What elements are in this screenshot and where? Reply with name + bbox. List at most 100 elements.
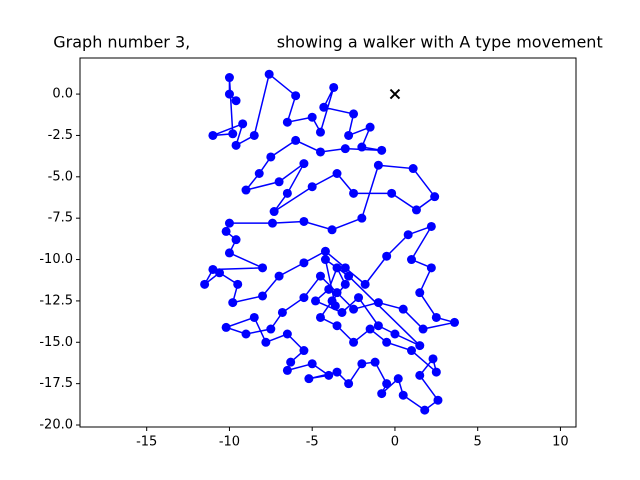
- walk-point: [282, 329, 292, 339]
- start-marker: [389, 88, 401, 100]
- walk-point: [373, 321, 383, 331]
- y-tick-label: -12.5: [39, 293, 73, 308]
- walk-point: [299, 293, 309, 303]
- walk-point: [415, 288, 425, 298]
- walk-point: [340, 279, 350, 289]
- walk-point: [426, 221, 436, 231]
- walk-point: [344, 271, 354, 281]
- walk-point: [344, 379, 354, 389]
- y-tick-label: -15.0: [39, 335, 73, 350]
- walk-point: [420, 405, 430, 415]
- walk-point: [315, 147, 325, 157]
- walk-point: [349, 188, 359, 198]
- x-tick-label: 5: [474, 435, 482, 450]
- walk-point: [264, 69, 274, 79]
- walk-point: [387, 188, 397, 198]
- walk-point: [238, 119, 248, 129]
- walk-point: [282, 365, 292, 375]
- walk-point: [241, 185, 251, 195]
- walk-point: [233, 279, 243, 289]
- walk-point: [332, 263, 342, 273]
- walk-point: [282, 117, 292, 127]
- walk-point: [360, 279, 370, 289]
- walk-point: [319, 102, 329, 112]
- walk-point: [431, 312, 441, 322]
- walk-point: [266, 324, 276, 334]
- walk-point: [357, 142, 367, 152]
- walk-point: [357, 213, 367, 223]
- x-tick-label: 0: [391, 435, 399, 450]
- walk-point: [307, 182, 317, 192]
- walk-point: [299, 216, 309, 226]
- walk-point: [315, 127, 325, 137]
- walk-point: [398, 304, 408, 314]
- walk-point: [258, 263, 268, 273]
- walk-point: [340, 263, 350, 273]
- walk-point: [415, 370, 425, 380]
- walk-point: [274, 177, 284, 187]
- walk-point: [450, 317, 460, 327]
- walk-point: [208, 130, 218, 140]
- y-tick-label: -20.0: [39, 418, 73, 433]
- walk-point: [403, 230, 413, 240]
- walk-point: [269, 207, 279, 217]
- walk-point: [377, 389, 387, 399]
- walk-point: [354, 293, 364, 303]
- walk-point: [304, 374, 314, 384]
- walk-point: [332, 321, 342, 331]
- walk-point: [320, 255, 330, 265]
- walk-point: [406, 346, 416, 356]
- walk-point: [282, 188, 292, 198]
- walk-point: [418, 324, 428, 334]
- walk-point: [224, 218, 234, 228]
- walk-point: [320, 246, 330, 256]
- walk-point: [315, 312, 325, 322]
- walk-point: [267, 218, 277, 228]
- walk-point: [430, 192, 440, 202]
- walk-point: [373, 160, 383, 170]
- walk-point: [231, 96, 241, 106]
- start-marker-stroke: [389, 88, 401, 100]
- y-tick-label: 0.0: [52, 87, 73, 102]
- walk-point: [291, 91, 301, 101]
- walk-point: [398, 390, 408, 400]
- walk-point: [299, 258, 309, 268]
- x-tick-label: -15: [136, 435, 157, 450]
- walk-point: [258, 291, 268, 301]
- walk-point: [254, 168, 264, 178]
- walk-point: [382, 251, 392, 261]
- walk-point: [307, 359, 317, 369]
- walk-point: [221, 226, 231, 236]
- walk-point: [393, 374, 403, 384]
- walk-point: [324, 370, 334, 380]
- walk-point: [274, 271, 284, 281]
- walk-point: [406, 255, 416, 265]
- walk-point: [249, 130, 259, 140]
- walk-point: [357, 359, 367, 369]
- walk-point: [382, 337, 392, 347]
- walk-point: [327, 225, 337, 235]
- walk-point: [377, 145, 387, 155]
- walk-point: [329, 82, 339, 92]
- walk-point: [428, 354, 438, 364]
- walk-point: [277, 307, 287, 317]
- y-tick-label: -7.5: [48, 211, 73, 226]
- walk-point: [228, 129, 238, 139]
- walk-point: [349, 304, 359, 314]
- walk-point: [307, 112, 317, 122]
- y-tick-label: -5.0: [48, 169, 73, 184]
- walk-point: [330, 301, 340, 311]
- walk-point: [340, 144, 350, 154]
- walk-point: [373, 298, 383, 308]
- walk-point: [408, 164, 418, 174]
- walk-point: [291, 135, 301, 145]
- walk-point: [261, 337, 271, 347]
- x-tick-label: 10: [552, 435, 569, 450]
- walk-point: [433, 395, 443, 405]
- walk-point: [231, 235, 241, 245]
- walk-point: [390, 329, 400, 339]
- walk-point: [311, 296, 321, 306]
- walk-point: [365, 122, 375, 132]
- walk-point: [224, 248, 234, 258]
- walk-point: [200, 279, 210, 289]
